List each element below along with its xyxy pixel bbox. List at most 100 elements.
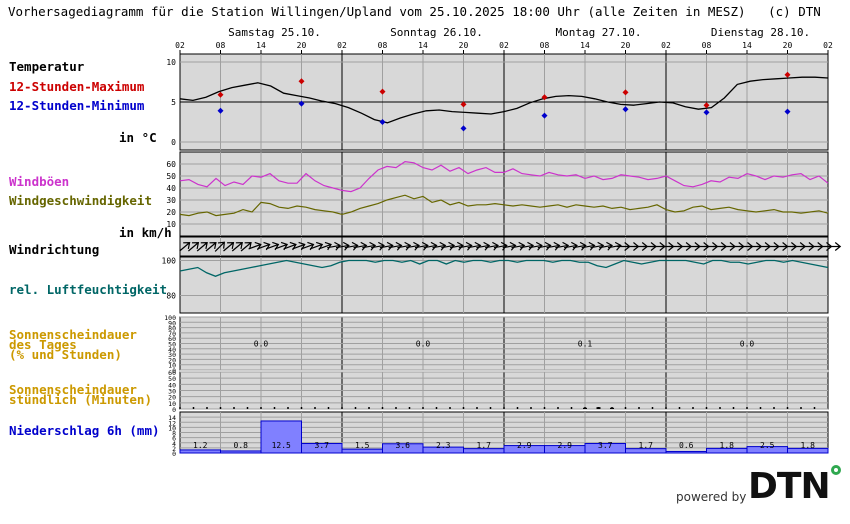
wind-arrow-shape (493, 241, 508, 251)
wind-arrow-shape (406, 241, 420, 251)
wind-arrow-shape (590, 241, 605, 251)
precip-value-label: 12.5 (272, 441, 291, 450)
hour-tick-label: 20 (459, 41, 469, 50)
precip-value-label: 3.7 (315, 441, 330, 450)
wind-tick-label: 50 (166, 172, 176, 181)
wind-arrow-shape (353, 241, 368, 251)
sunshine-hour-bar (583, 407, 587, 409)
wind-arrow (449, 241, 464, 251)
wind-arrow (511, 241, 526, 251)
sunday-tick-label: 100 (164, 314, 176, 322)
label-sunshine-hour-1: Sonnenscheindauer (9, 382, 137, 397)
page-title: Vorhersagediagramm für die Station Willi… (8, 4, 821, 19)
label-precip: Niederschlag 6h (mm) (9, 423, 160, 438)
precip-value-label: 3.6 (396, 441, 411, 450)
sunshine-hour-bar (610, 407, 614, 409)
precip-tick-label: 6 (172, 435, 176, 443)
precip-tick-label: 2 (172, 445, 176, 453)
gust-line (179, 160, 829, 193)
wind-arrow-shape (388, 241, 403, 251)
wind-arrow-shape (240, 242, 252, 252)
day-label: Samstag 25.10. (228, 26, 321, 39)
wind-arrow (406, 241, 420, 251)
wind-arrow-shape (485, 241, 499, 251)
wind-arrow (467, 241, 482, 251)
wind-arrow (572, 241, 587, 251)
wind-arrow-shape (607, 241, 622, 251)
sunshine-day-value: 0.1 (578, 340, 593, 349)
temperature-line (179, 76, 829, 124)
precip-bar (787, 447, 829, 454)
precip-bar (220, 450, 262, 454)
wind-arrow (599, 241, 613, 251)
precip-value-label: 1.5 (355, 441, 370, 450)
wind-arrow (827, 242, 842, 251)
max12-point (541, 94, 548, 101)
min12-point (460, 125, 467, 132)
precip-bar (301, 443, 343, 454)
precip-value-label: 3.7 (598, 441, 613, 450)
wind-arrow (240, 242, 252, 252)
sunday-tick-label: 60 (168, 335, 176, 343)
wind-arrow-shape (179, 242, 191, 252)
wind-arrow (362, 241, 377, 251)
wind-arrow (581, 241, 596, 251)
wind-arrow-shape (379, 241, 394, 251)
wind-arrow (546, 241, 561, 251)
precip-value-label: 0.8 (234, 441, 249, 450)
wind-tick-label: 60 (166, 160, 176, 169)
humidity-line (179, 259, 829, 277)
wind-arrow (371, 241, 385, 251)
wind-arrow-shape (537, 241, 552, 251)
wind-arrow-shape (196, 242, 208, 252)
wind-arrow (344, 241, 359, 251)
max12-point (379, 88, 386, 95)
hour-tick-label: 02 (175, 41, 185, 50)
wind-arrow (441, 241, 456, 251)
sunhour-tick-label: 40 (168, 381, 176, 389)
wind-arrow-shape (458, 241, 473, 251)
label-temperature: Temperatur (9, 59, 85, 74)
sunshine-day-value: 0.0 (416, 340, 431, 349)
humidity-tick-label: 80 (166, 292, 176, 301)
min12-point (217, 107, 224, 114)
label-wind-unit: in km/h (119, 225, 172, 240)
hour-tick-label: 08 (216, 41, 226, 50)
temp-tick-label: 5 (171, 98, 176, 107)
wind-arrow (476, 241, 491, 251)
sunshine-hour-bar (596, 407, 601, 409)
hour-tick-label: 14 (742, 41, 752, 50)
label-sunshine-day-1: Sonnenscheindauer (9, 327, 137, 342)
precip-value-label: 1.7 (477, 441, 492, 450)
sunday-tick-label: 50 (168, 341, 176, 349)
label-gusts: Windböen (9, 174, 70, 189)
wind-arrow (388, 241, 403, 251)
wind-tick-label: 20 (166, 208, 176, 217)
wind-arrow (188, 242, 200, 252)
label-min12: 12-Stunden-Minimum (9, 98, 145, 113)
sunhour-tick-label: 30 (168, 388, 176, 396)
sunday-tick-label: 40 (168, 346, 176, 354)
wind-arrow (458, 241, 473, 251)
max12-point (784, 71, 791, 78)
wind-arrow (318, 241, 332, 251)
min12-point (703, 109, 710, 116)
dtn-logo-dot (831, 465, 841, 475)
wind-arrow (223, 242, 235, 252)
precip-value-label: 0.6 (679, 441, 694, 450)
wind-arrow-shape (231, 242, 243, 252)
wind-arrow (327, 241, 342, 251)
wind-tick-label: 10 (166, 220, 176, 229)
wind-arrow (537, 241, 552, 251)
day-label: Montag 27.10. (555, 26, 641, 39)
precip-value-label: 1.7 (639, 441, 654, 450)
wind-arrow-shape (511, 241, 526, 251)
wind-arrow (607, 241, 622, 251)
wind-arrow (520, 241, 535, 251)
wind-arrow (432, 241, 447, 251)
wind-arrow-shape (572, 241, 587, 251)
wind-arrow (179, 242, 191, 252)
label-wind-direction: Windrichtung (9, 242, 100, 257)
wind-tick-label: 30 (166, 196, 176, 205)
